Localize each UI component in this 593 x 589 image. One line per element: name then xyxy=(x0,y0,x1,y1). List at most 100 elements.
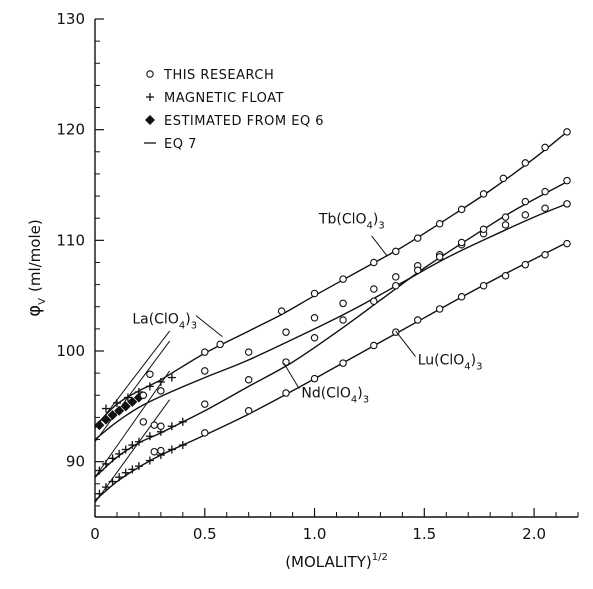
circle-point-lu xyxy=(201,429,209,437)
circle-point-la xyxy=(339,299,347,308)
y-axis-label: φV (ml/mole) xyxy=(24,219,48,316)
circle-point-lu xyxy=(435,305,444,313)
legend-label: EQ 7 xyxy=(164,137,197,152)
y-tick-label: 120 xyxy=(56,121,85,139)
y-axis-symbol: φ xyxy=(24,305,45,317)
curve-label-sub4: 4 xyxy=(179,320,185,331)
curve-label-paren: ) xyxy=(373,212,378,228)
curve-label-tb: Tb(ClO4)3 xyxy=(318,212,385,232)
circle-point-tb xyxy=(563,128,571,136)
circle-point-tb xyxy=(339,275,347,283)
labels: Tb(ClO4)3La(ClO4)3Nd(ClO4)3Lu(ClO4)3 xyxy=(132,212,482,406)
circle-point-tb xyxy=(277,307,286,315)
circle-point-la xyxy=(310,314,319,322)
curve-label-sub4: 4 xyxy=(351,394,357,405)
plus-point-tb xyxy=(156,377,165,386)
plus-point-nd xyxy=(167,422,176,431)
circle-point-tb xyxy=(216,340,224,349)
circle-point-nd xyxy=(392,281,400,290)
circle-point-la xyxy=(501,221,510,229)
curve-label-main: Nd(ClO xyxy=(301,385,351,401)
circle-point-tb xyxy=(499,174,508,183)
plus-point-lu xyxy=(115,473,124,482)
curve-label-sub4: 4 xyxy=(464,361,470,372)
y-tick-label: 110 xyxy=(56,231,85,249)
legend-plus-icon xyxy=(146,93,154,101)
eq7-line-lu xyxy=(94,399,171,503)
circle-point-nd xyxy=(370,297,378,305)
circle-point-nd xyxy=(563,176,571,185)
circle-point-nd xyxy=(413,266,422,274)
diamond-point-la xyxy=(100,414,111,425)
plus-point-nd xyxy=(101,459,110,468)
diamond-point-la xyxy=(120,401,131,412)
curve-label-sub3: 3 xyxy=(476,361,482,372)
plus-point-tb xyxy=(123,393,132,402)
circle-point-la xyxy=(282,328,290,336)
circle-point-la xyxy=(392,273,400,281)
plus-point-lu xyxy=(95,489,104,498)
curve-label-sub3: 3 xyxy=(363,394,369,405)
plus-point-tb xyxy=(112,399,121,408)
plus-point-lu xyxy=(108,477,117,486)
legend-label: THIS RESEARCH xyxy=(163,68,274,83)
circle-point-tb xyxy=(310,289,319,298)
curve-label-nd: Nd(ClO4)3 xyxy=(301,385,369,405)
eq7-line-la xyxy=(94,340,171,443)
x-tick-label: 2.0 xyxy=(522,525,546,543)
plus-point-nd xyxy=(115,449,124,458)
circle-point-lu xyxy=(150,447,159,456)
circle-point-tb xyxy=(146,370,154,378)
circle-point-nd xyxy=(310,333,319,342)
circle-point-tb xyxy=(435,219,444,228)
circle-point-nd xyxy=(244,376,253,384)
circle-point-la xyxy=(244,348,253,356)
x-tick-label: 0.5 xyxy=(193,525,217,543)
plus-point-nd xyxy=(121,445,130,454)
circle-point-lu xyxy=(521,260,530,269)
curve-label-la: La(ClO4)3 xyxy=(132,311,197,331)
diamond-point-la xyxy=(107,410,118,421)
curve-label-paren: ) xyxy=(185,311,190,327)
plus-point-lu xyxy=(167,445,176,454)
circle-point-nd xyxy=(201,400,209,408)
legend-diamond-icon xyxy=(145,115,155,125)
circle-point-lu xyxy=(310,374,319,383)
circle-point-lu xyxy=(563,239,571,248)
circle-point-nd xyxy=(339,316,347,324)
plus-point-nd xyxy=(178,417,187,426)
curve-label-sub3: 3 xyxy=(378,221,384,232)
plus-point-lu xyxy=(134,462,143,471)
plus-point-lu xyxy=(101,483,110,492)
eq7-line-nd xyxy=(94,370,171,478)
markers xyxy=(94,128,571,498)
circle-point-lu xyxy=(282,389,290,397)
circle-point-tb xyxy=(479,190,488,198)
circle-point-la xyxy=(370,285,378,293)
circle-point-nd xyxy=(435,253,444,261)
y-tick-label: 90 xyxy=(66,453,85,471)
x-axis-label-exponent: 1/2 xyxy=(372,552,388,563)
diamond-point-la xyxy=(94,420,105,431)
y-tick-label: 130 xyxy=(56,10,85,28)
circle-point-la xyxy=(521,211,530,219)
circle-point-nd xyxy=(139,418,148,426)
legend-label: MAGNETIC FLOAT xyxy=(164,91,284,106)
legend-circle-icon xyxy=(146,70,154,78)
circle-point-la xyxy=(157,387,165,395)
x-tick-label: 0 xyxy=(90,525,100,543)
circle-point-lu xyxy=(457,293,466,301)
plus-point-lu xyxy=(178,441,187,450)
legend-label: ESTIMATED FROM EQ 6 xyxy=(164,114,324,129)
curve-label-paren: ) xyxy=(357,385,362,401)
circle-point-tb xyxy=(457,205,466,214)
curve-la xyxy=(94,203,568,441)
x-tick-label: 1.0 xyxy=(303,525,327,543)
y-axis-unit: (ml/mole) xyxy=(26,219,44,292)
y-tick-label: 100 xyxy=(56,342,85,360)
axes: 0 0.5 1.0 1.5 2.0 90 100 110 120 130 (MOLALITY)1/2… xyxy=(24,10,579,571)
circle-point-tb xyxy=(201,348,209,356)
plus-point-nd xyxy=(95,466,104,475)
circle-point-lu xyxy=(501,271,510,280)
